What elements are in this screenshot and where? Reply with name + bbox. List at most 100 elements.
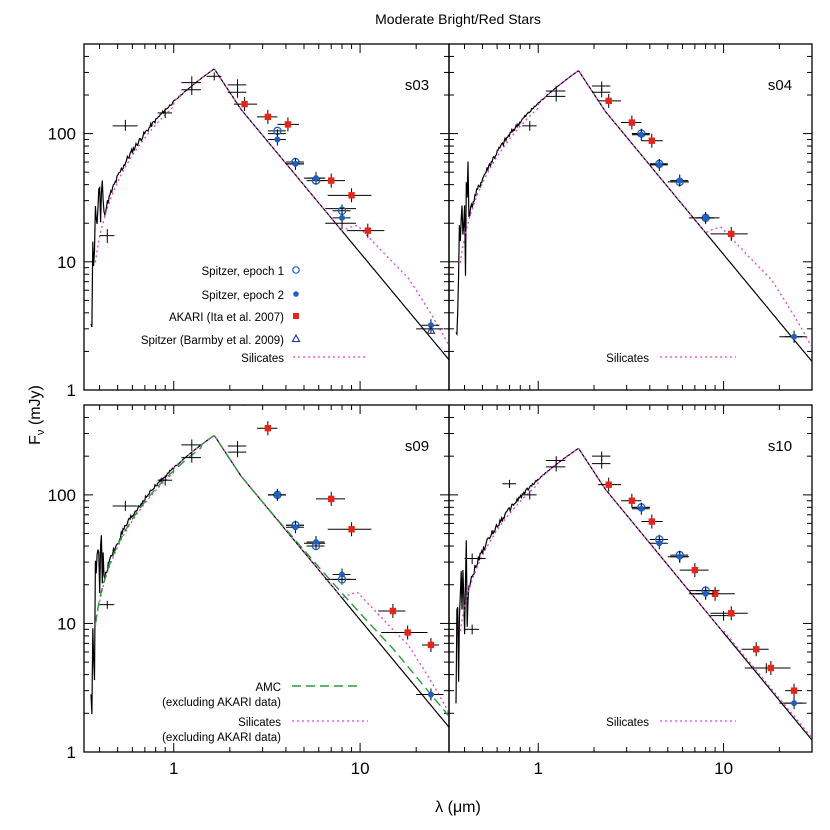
svg-text:Fν (mJy): Fν (mJy)	[27, 385, 47, 445]
akari-point	[741, 642, 769, 657]
panel-label: s10	[768, 438, 792, 455]
legend-label: Spitzer (Barmby et al. 2009)	[141, 335, 284, 347]
x-tick-label: 1	[169, 759, 178, 778]
photometry-point	[181, 84, 201, 96]
y-axis-label-unit: (mJy)	[27, 385, 44, 429]
spitzer-epoch2-point	[286, 521, 304, 534]
axis-ticks	[84, 43, 450, 391]
spitzer-epoch2-point	[332, 211, 351, 224]
panel-frame	[448, 43, 813, 391]
spitzer-epoch2-point	[696, 211, 715, 224]
model-sed-line	[455, 447, 812, 742]
photometry-point	[591, 87, 611, 98]
akari-point	[621, 115, 642, 130]
spitzer-epoch2-point	[670, 174, 689, 187]
panel-s04: s04 Silicates	[448, 43, 813, 391]
akari-point	[597, 477, 622, 492]
photometry-point	[522, 121, 537, 131]
photometry-point	[591, 451, 611, 462]
spitzer-epoch2-point	[670, 550, 689, 563]
photometry-point	[522, 490, 537, 500]
silicates-model-line	[459, 70, 812, 350]
legend-marker	[293, 313, 299, 319]
akari-point	[679, 563, 709, 578]
plot-area	[90, 405, 449, 729]
y-tick-label: 100	[48, 486, 76, 505]
akari-point	[327, 188, 372, 203]
spitzer-epoch2-point	[696, 587, 715, 600]
photometry-point	[181, 439, 201, 451]
legend: Spitzer, epoch 1 Spitzer, epoch 2 AKARI (I…	[141, 266, 366, 365]
spitzer-epoch2-point	[421, 688, 440, 701]
akari-point	[710, 606, 748, 621]
panel-label: s09	[405, 438, 429, 455]
spitzer-epoch2-point	[784, 330, 803, 343]
spitzer-epoch2-point	[332, 568, 351, 581]
legend-label: AMC	[255, 682, 281, 694]
akari-point	[597, 93, 622, 108]
plot-area	[455, 70, 812, 363]
photometry-point	[545, 456, 566, 466]
panel-s09: 1 10 100 1 10 s09 AMC (excluding AKARI data) Sil…	[48, 404, 450, 778]
akari-point	[785, 683, 803, 698]
panel-s10: 1 10 s10 Silicates	[448, 404, 813, 778]
legend-label: Spitzer, epoch 2	[202, 290, 284, 302]
y-tick-label: 1	[67, 743, 76, 762]
photometry-point	[157, 108, 173, 119]
photometry-point	[545, 91, 566, 102]
legend-sublabel: (excluding AKARI data)	[162, 697, 281, 709]
spitzer-epoch2-point	[421, 319, 440, 332]
spitzer-epoch2-point	[306, 172, 325, 185]
spitzer-epoch2-point	[649, 537, 668, 550]
akari-point	[378, 603, 406, 618]
silicates-model-line	[459, 447, 812, 740]
photometry-point	[464, 553, 486, 564]
panel-frame	[448, 404, 813, 753]
plot-area	[455, 447, 812, 742]
akari-point	[621, 493, 642, 508]
legend-label: Silicates	[606, 717, 649, 729]
photometry-point	[591, 81, 611, 91]
akari-point	[257, 421, 278, 436]
photometry-point	[227, 441, 247, 452]
akari-point	[257, 109, 278, 124]
akari-point	[327, 522, 372, 537]
photometry-point	[206, 72, 222, 81]
model-sed-line	[455, 70, 812, 363]
x-tick-label: 10	[714, 759, 733, 778]
spitzer-epoch2-point	[267, 488, 286, 501]
photometry-point	[157, 475, 173, 486]
silicates-model-line	[94, 68, 449, 348]
akari-point	[381, 625, 428, 640]
akari-point	[244, 405, 246, 406]
panel-label: s03	[405, 77, 429, 94]
spitzer-epoch2-point	[784, 697, 803, 710]
spitzer-epoch2-point	[631, 128, 650, 141]
plot-area	[90, 68, 449, 361]
x-axis-label: λ (μm)	[435, 799, 481, 816]
y-tick-label: 10	[57, 614, 76, 633]
x-tick-label: 1	[534, 759, 543, 778]
legend-marker	[292, 266, 300, 274]
photometry-point	[545, 462, 566, 472]
akari-point	[277, 117, 299, 132]
photometry-point	[112, 500, 138, 511]
y-axis-label-sub: ν	[35, 429, 47, 435]
barmby-point	[426, 325, 436, 334]
photometry-point	[227, 447, 247, 458]
model-sed-line	[90, 68, 449, 361]
photometry-point	[99, 600, 115, 609]
photometry-point	[227, 79, 247, 91]
akari-point	[641, 133, 663, 148]
akari-point	[710, 226, 748, 241]
legend-sublabel: (excluding AKARI data)	[162, 732, 281, 744]
legend-marker	[291, 333, 301, 343]
photometry-point	[227, 87, 247, 98]
legend-marker	[293, 291, 299, 297]
photometry-point	[325, 204, 356, 214]
silicates-model-line	[94, 434, 449, 715]
photometry-point	[181, 76, 201, 90]
